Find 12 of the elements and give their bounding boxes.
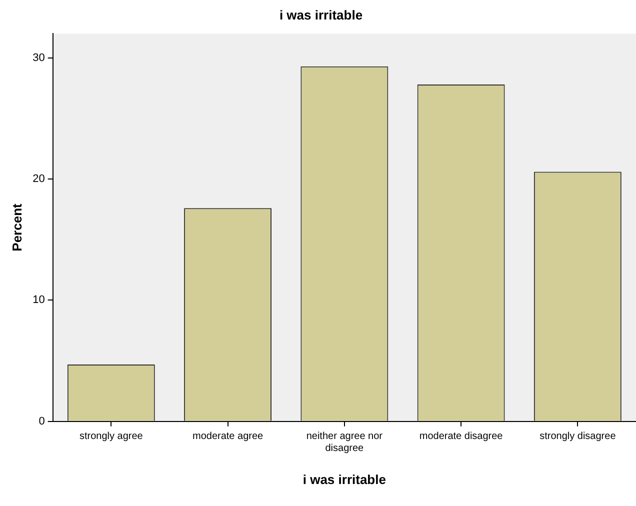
y-tick-label: 0: [38, 415, 45, 428]
x-tick-label: moderate disagree: [419, 431, 504, 442]
x-tick-label: strongly agree: [79, 431, 144, 442]
chart-title: i was irritable: [279, 7, 363, 22]
y-tick-label: 30: [32, 52, 45, 64]
y-tick-label: 10: [32, 294, 45, 306]
x-tick-label: neither agree nor disagree: [306, 431, 384, 454]
y-axis-title: Percent: [9, 202, 24, 252]
x-tick-label: moderate agree: [192, 431, 264, 442]
x-axis-title: i was irritable: [302, 472, 386, 487]
x-tick-label: strongly disagree: [540, 431, 616, 442]
y-tick-label: 20: [32, 173, 45, 186]
